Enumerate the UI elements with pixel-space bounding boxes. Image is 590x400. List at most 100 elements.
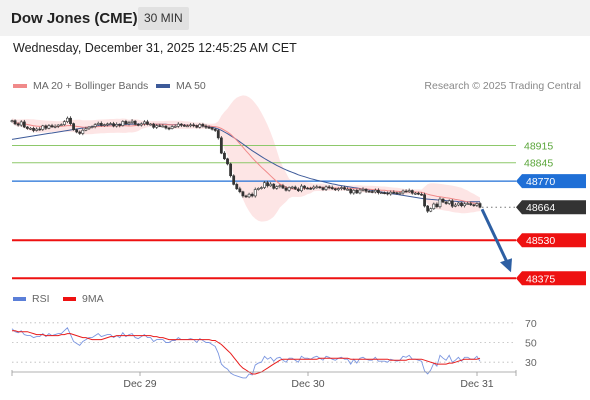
- legend-ma50: MA 50: [156, 80, 206, 92]
- candle-body: [395, 192, 399, 195]
- candle-body: [152, 123, 156, 128]
- candle-body: [118, 124, 122, 126]
- level-label-last: 48664: [526, 202, 555, 214]
- candle-body: [136, 124, 140, 126]
- rsi-line: [11, 327, 481, 379]
- candle-body: [84, 128, 88, 131]
- candle-body: [383, 192, 386, 195]
- level-tag-pivot: [516, 174, 586, 189]
- rsi-legend-swatch: [13, 297, 26, 301]
- candle-body: [278, 185, 282, 187]
- candle-body: [435, 203, 439, 208]
- candle-body: [469, 203, 473, 206]
- candle-body: [127, 122, 131, 125]
- candle-body: [155, 125, 159, 128]
- candle-body: [340, 187, 343, 189]
- candle-body: [426, 205, 430, 212]
- candle-body: [133, 120, 137, 125]
- candle-body: [244, 195, 248, 198]
- candle-body: [164, 125, 168, 129]
- candle-body: [69, 117, 72, 124]
- candle-body: [204, 125, 208, 128]
- timeframe-badge[interactable]: 30 MIN: [138, 7, 189, 30]
- datetime-label: Wednesday, December 31, 2025 12:45:25 AM…: [13, 41, 297, 55]
- candle-body: [216, 130, 220, 139]
- level-label-pivot: 48770: [526, 176, 555, 188]
- level-label-resistance-1: 48845: [524, 158, 553, 170]
- candle-body: [106, 123, 109, 126]
- candle-body: [472, 204, 476, 207]
- candle-body: [259, 187, 263, 189]
- candle-body: [19, 121, 23, 126]
- level-tag-last: [516, 200, 586, 215]
- candle-body: [22, 121, 26, 128]
- candle-body: [367, 190, 371, 193]
- candle-body: [183, 125, 186, 127]
- candle-body: [463, 203, 467, 207]
- candle-body: [478, 203, 482, 208]
- candle-body: [346, 188, 350, 191]
- candle-body: [361, 188, 365, 191]
- candle-body: [330, 187, 334, 190]
- candle-body: [444, 201, 448, 204]
- candle-body: [235, 184, 239, 190]
- forecast-arrow-shaft: [480, 208, 510, 265]
- candle-body: [195, 125, 199, 128]
- candle-body: [296, 188, 300, 192]
- candle-body: [16, 123, 20, 126]
- candle-body: [312, 186, 316, 189]
- candle-body: [364, 188, 368, 192]
- candle-body: [324, 186, 328, 190]
- candle-body: [44, 125, 48, 129]
- candle-body: [355, 189, 359, 194]
- x-axis: Dec 29 Dec 30 Dec 31: [11, 370, 517, 390]
- header-bar: Dow Jones (CME) 30 MIN: [0, 0, 590, 36]
- candle-body: [300, 185, 303, 192]
- ma20-swatch: [13, 84, 27, 88]
- candle-body: [238, 188, 242, 193]
- candle-body: [198, 124, 202, 128]
- candle-body: [309, 187, 313, 190]
- candle-body: [466, 203, 470, 205]
- candle-body: [429, 208, 433, 212]
- rsi-tick-label: 30: [525, 357, 537, 369]
- candle-body: [41, 125, 45, 130]
- candle-body: [93, 124, 97, 127]
- candle-body: [272, 183, 276, 189]
- forecast-arrow: [480, 208, 512, 273]
- candle-body: [457, 202, 460, 206]
- candle-body: [266, 182, 269, 187]
- candle-body: [232, 175, 236, 185]
- candle-body: [210, 127, 214, 130]
- candle-body: [336, 188, 340, 191]
- candle-body: [75, 129, 79, 133]
- candle-body: [269, 183, 273, 187]
- candle-body: [281, 185, 285, 189]
- candle-body: [275, 186, 279, 189]
- candle-body: [349, 188, 353, 194]
- level-label-support-2: 48375: [526, 273, 555, 285]
- price-levels: [12, 145, 516, 280]
- candle-body: [66, 117, 69, 122]
- candle-body: [207, 127, 211, 129]
- candle-body: [263, 182, 266, 188]
- candle-body: [96, 123, 100, 125]
- candle-body: [423, 194, 426, 207]
- candle-body: [229, 163, 233, 177]
- candle-body: [102, 124, 106, 126]
- candle-body: [38, 128, 42, 131]
- candle-body: [450, 200, 454, 207]
- level-tag-support-1: [516, 233, 586, 248]
- candle-body: [327, 186, 331, 189]
- candle-body: [453, 204, 457, 207]
- candle-body: [121, 121, 125, 126]
- candle-body: [219, 137, 223, 154]
- candle-body: [35, 128, 39, 131]
- bollinger-band-area: [12, 95, 480, 222]
- x-tick-label: Dec 29: [123, 378, 156, 390]
- candle-body: [81, 129, 85, 134]
- candle-body: [284, 187, 288, 191]
- x-tick-label: Dec 31: [460, 378, 493, 390]
- level-labels: 48915 48845 48770 48664 48530 48375: [516, 141, 586, 286]
- ma9-legend-label: 9MA: [82, 293, 104, 305]
